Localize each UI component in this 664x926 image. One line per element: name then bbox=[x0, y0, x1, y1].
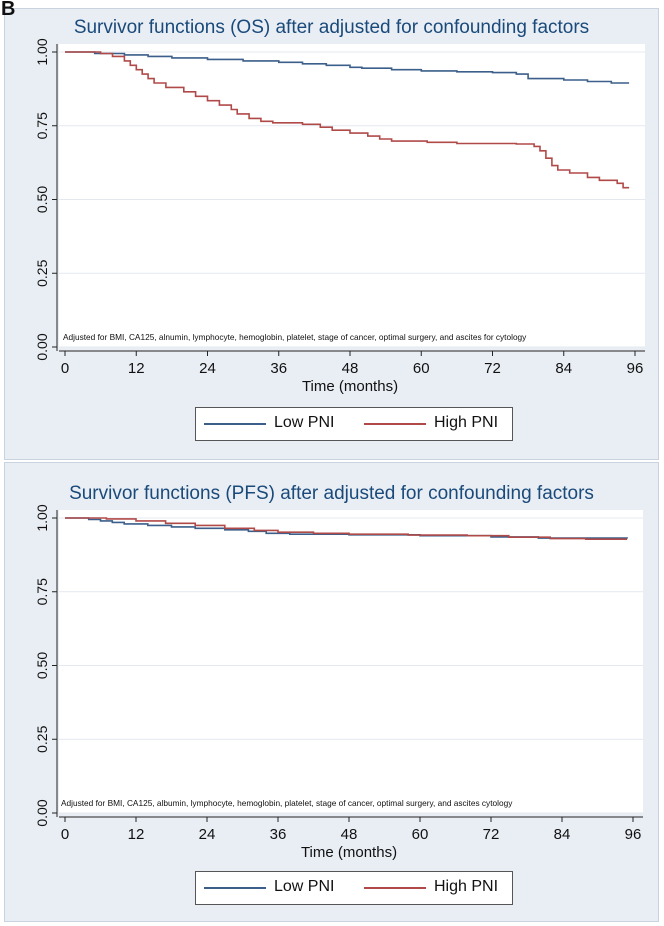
pfs-chart-panel: Survivor functions (PFS) after adjusted … bbox=[4, 462, 659, 922]
x-axis-label: Time (months) bbox=[302, 378, 398, 395]
x-tick-label: 48 bbox=[341, 826, 358, 843]
plot-area bbox=[59, 510, 643, 813]
x-tick-label: 12 bbox=[128, 360, 145, 377]
x-tick-label: 60 bbox=[412, 826, 429, 843]
y-tick-label: 0.00 bbox=[34, 333, 50, 360]
y-tick-label: 0.25 bbox=[34, 725, 50, 752]
y-tick-label: 0.50 bbox=[34, 652, 50, 679]
legend-low-pni-line bbox=[204, 887, 266, 889]
x-tick-label: 36 bbox=[270, 360, 287, 377]
x-tick-label: 84 bbox=[555, 360, 572, 377]
legend-high-pni-label: High PNI bbox=[434, 414, 499, 431]
high-pni-survival-curve bbox=[65, 517, 628, 540]
y-tick-label: 0.00 bbox=[34, 799, 50, 826]
y-tick-label: 0.75 bbox=[34, 112, 50, 139]
x-tick-label: 36 bbox=[270, 826, 287, 843]
legend-low-pni-label: Low PNI bbox=[274, 414, 335, 431]
x-tick-label: 48 bbox=[342, 360, 359, 377]
y-tick-label: 0.75 bbox=[34, 578, 50, 605]
adjustment-note: Adjusted for BMI, CA125, albumin, lympho… bbox=[61, 798, 513, 808]
pfs-chart-title: Survivor functions (PFS) after adjusted … bbox=[69, 483, 594, 504]
y-tick-label: 0.50 bbox=[34, 186, 50, 213]
x-tick-label: 72 bbox=[483, 826, 500, 843]
x-tick-label: 12 bbox=[128, 826, 145, 843]
adjustment-note: Adjusted for BMI, CA125, alnumin, lympho… bbox=[63, 332, 527, 342]
high-pni-survival-curve bbox=[65, 51, 630, 189]
x-tick-label: 24 bbox=[199, 826, 216, 843]
plot-area bbox=[59, 44, 645, 347]
x-tick-label: 0 bbox=[61, 826, 69, 843]
legend-low-pni-line bbox=[204, 423, 266, 425]
low-pni-survival-curve bbox=[65, 51, 630, 84]
y-tick-label: 0.25 bbox=[34, 259, 50, 286]
x-tick-label: 0 bbox=[61, 360, 69, 377]
pfs-chart-svg: 0.00 0.25 0.50 0.75 1.00 0 12 24 36 48 60 72 84 96 Tim… bbox=[34, 504, 643, 861]
os-chart-panel: Survivor functions (OS) after adjusted f… bbox=[4, 8, 659, 460]
y-tick-label: 1.00 bbox=[34, 38, 50, 65]
x-tick-label: 84 bbox=[554, 826, 571, 843]
x-tick-label: 60 bbox=[413, 360, 430, 377]
legend-high-pni-label: High PNI bbox=[434, 878, 499, 895]
os-chart-svg: 0.00 0.25 0.50 0.75 1.00 0 12 24 36 48 60 72 84 96 Tim… bbox=[34, 38, 645, 395]
legend-high-pni-line bbox=[364, 423, 426, 425]
x-tick-label: 24 bbox=[199, 360, 216, 377]
pfs-legend: Low PNI High PNI bbox=[195, 871, 513, 905]
x-axis-label: Time (months) bbox=[301, 844, 397, 861]
y-tick-label: 1.00 bbox=[34, 504, 50, 531]
legend-high-pni-line bbox=[364, 887, 426, 889]
x-tick-label: 72 bbox=[484, 360, 501, 377]
x-tick-label: 96 bbox=[625, 826, 642, 843]
os-chart-title: Survivor functions (OS) after adjusted f… bbox=[73, 17, 590, 38]
x-tick-label: 96 bbox=[627, 360, 644, 377]
legend-low-pni-label: Low PNI bbox=[274, 878, 335, 895]
figure-label: B bbox=[1, 0, 16, 20]
os-legend: Low PNI High PNI bbox=[195, 407, 513, 441]
